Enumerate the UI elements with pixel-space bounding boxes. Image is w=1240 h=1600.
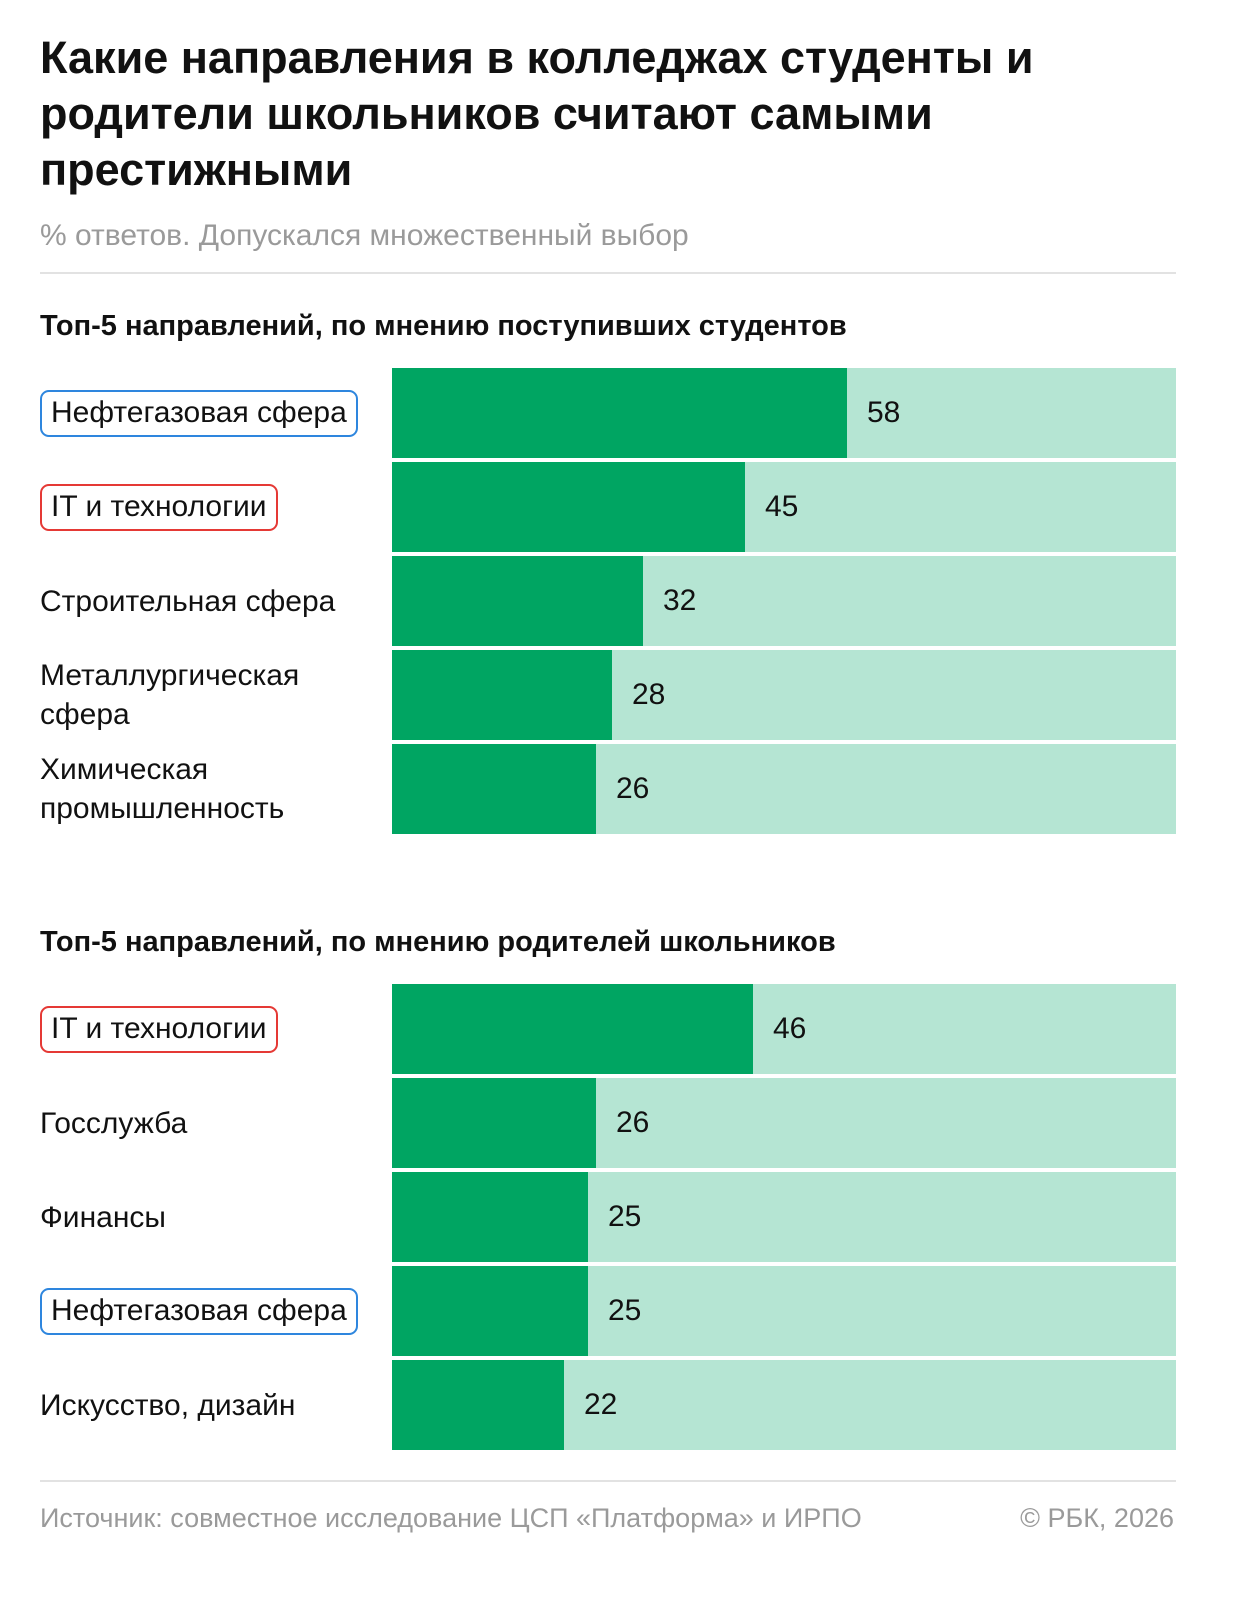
bar-label-text: Нефтегазовая сфера — [40, 389, 358, 437]
bar — [392, 462, 745, 552]
bar-value-label: 28 — [632, 678, 666, 711]
bar-track: 25 — [392, 1172, 1176, 1262]
bar-label-text: Химическая промышленность — [40, 753, 285, 825]
bar-label: Искусство, дизайн — [40, 1360, 380, 1450]
top-divider — [40, 272, 1176, 274]
bar-row: Госслужба 26 — [0, 1078, 1240, 1168]
bar-value-label: 22 — [584, 1388, 618, 1421]
bar-row: IT и технологии 45 — [0, 462, 1240, 552]
bar — [392, 744, 596, 834]
source-note: Источник: совместное исследование ЦСП «П… — [40, 1503, 862, 1533]
bar-label: Строительная сфера — [40, 556, 380, 646]
bar-value-label: 26 — [616, 772, 650, 805]
page-subtitle: % ответов. Допускался множественный выбо… — [40, 219, 689, 252]
bar-value-label: 45 — [765, 490, 799, 523]
bar — [392, 368, 847, 458]
bar-label: Нефтегазовая сфера — [40, 1266, 380, 1356]
bar — [392, 1360, 564, 1450]
bar-label: Химическая промышленность — [40, 744, 380, 834]
bar — [392, 984, 753, 1074]
page-title: Какие направления в колледжах студенты и… — [40, 32, 1034, 195]
bar-label-text: Финансы — [40, 1200, 166, 1234]
bar-row: Строительная сфера 32 — [0, 556, 1240, 646]
bar-label-text: Металлургическая сфера — [40, 659, 300, 731]
bar — [392, 650, 612, 740]
bottom-divider — [40, 1480, 1176, 1482]
bar-row: Нефтегазовая сфера 58 — [0, 368, 1240, 458]
bar-row: Химическая промышленность 26 — [0, 744, 1240, 834]
bar-track: 26 — [392, 1078, 1176, 1168]
bar — [392, 1266, 588, 1356]
bar-track: 28 — [392, 650, 1176, 740]
bar-label: IT и технологии — [40, 984, 380, 1074]
bar-label: IT и технологии — [40, 462, 380, 552]
bar-label-text: IT и технологии — [40, 1005, 278, 1053]
bar-value-label: 46 — [773, 1012, 807, 1045]
bar — [392, 1078, 596, 1168]
bar-track: 32 — [392, 556, 1176, 646]
bar-track: 46 — [392, 984, 1176, 1074]
bar-value-label: 58 — [867, 396, 901, 429]
bar-row: Нефтегазовая сфера 25 — [0, 1266, 1240, 1356]
bar-label-text: IT и технологии — [40, 483, 278, 531]
bar-value-label: 25 — [608, 1294, 642, 1327]
bar-label: Финансы — [40, 1172, 380, 1262]
chart-heading: Топ-5 направлений, по мнению родителей ш… — [40, 926, 836, 958]
bar-label: Нефтегазовая сфера — [40, 368, 380, 458]
bar-track: 25 — [392, 1266, 1176, 1356]
bar-value-label: 26 — [616, 1106, 650, 1139]
bar — [392, 1172, 588, 1262]
bar-row: Искусство, дизайн 22 — [0, 1360, 1240, 1450]
bar-track: 22 — [392, 1360, 1176, 1450]
bar-track: 26 — [392, 744, 1176, 834]
bar-row: Металлургическая сфера 28 — [0, 650, 1240, 740]
bar-label: Госслужба — [40, 1078, 380, 1168]
bar-row: IT и технологии 46 — [0, 984, 1240, 1074]
bar-label-text: Госслужба — [40, 1106, 188, 1140]
bar-label-text: Искусство, дизайн — [40, 1388, 296, 1422]
bar-track: 45 — [392, 462, 1176, 552]
chart-heading: Топ-5 направлений, по мнению поступивших… — [40, 310, 847, 342]
bar — [392, 556, 643, 646]
bar-track: 58 — [392, 368, 1176, 458]
bar-value-label: 32 — [663, 584, 697, 617]
bar-value-label: 25 — [608, 1200, 642, 1233]
bar-label-text: Строительная сфера — [40, 584, 336, 618]
bar-label-text: Нефтегазовая сфера — [40, 1287, 358, 1335]
copyright: © РБК, 2026 — [1020, 1503, 1174, 1533]
bar-row: Финансы 25 — [0, 1172, 1240, 1262]
bar-label: Металлургическая сфера — [40, 650, 380, 740]
